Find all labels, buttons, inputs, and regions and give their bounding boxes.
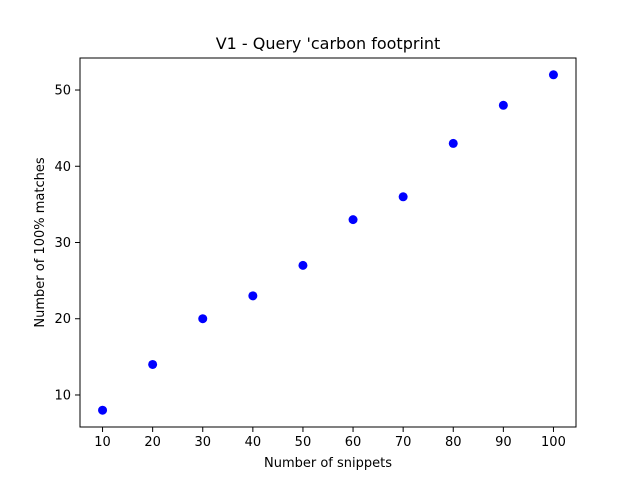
- data-point: [498, 100, 508, 110]
- y-axis-label: Number of 100% matches: [33, 157, 48, 327]
- plot-frame: [79, 57, 577, 428]
- x-tick-label: 100: [541, 435, 566, 450]
- x-tick-label: 70: [395, 435, 412, 450]
- x-tick-label: 90: [495, 435, 512, 450]
- y-tick-label: 20: [54, 312, 71, 327]
- x-axis-label: Number of snippets: [264, 456, 392, 471]
- y-axis-ticks: 10 20 30 40 50: [54, 84, 80, 403]
- x-tick-label: 50: [295, 435, 312, 450]
- y-tick-label: 30: [54, 236, 71, 251]
- data-point: [98, 405, 108, 415]
- data-point: [248, 291, 258, 301]
- data-point: [198, 314, 208, 324]
- data-point: [548, 70, 558, 80]
- y-tick-label: 40: [54, 160, 71, 175]
- y-tick-label: 50: [54, 84, 71, 99]
- x-tick-label: 40: [245, 435, 262, 450]
- x-tick-label: 30: [194, 435, 211, 450]
- data-point: [348, 215, 358, 225]
- data-point: [298, 260, 308, 270]
- x-tick-label: 80: [445, 435, 462, 450]
- x-tick-label: 20: [144, 435, 161, 450]
- chart-title: V1 - Query 'carbon footprint: [216, 34, 441, 53]
- x-tick-label: 10: [94, 435, 111, 450]
- data-point: [148, 359, 158, 369]
- y-tick-label: 10: [54, 388, 71, 403]
- data-points: [98, 70, 558, 415]
- x-tick-label: 60: [345, 435, 362, 450]
- data-point: [398, 192, 408, 202]
- data-point: [448, 138, 458, 148]
- x-axis-ticks: 10 20 30 40 50 60 70 80 90 100: [94, 427, 566, 450]
